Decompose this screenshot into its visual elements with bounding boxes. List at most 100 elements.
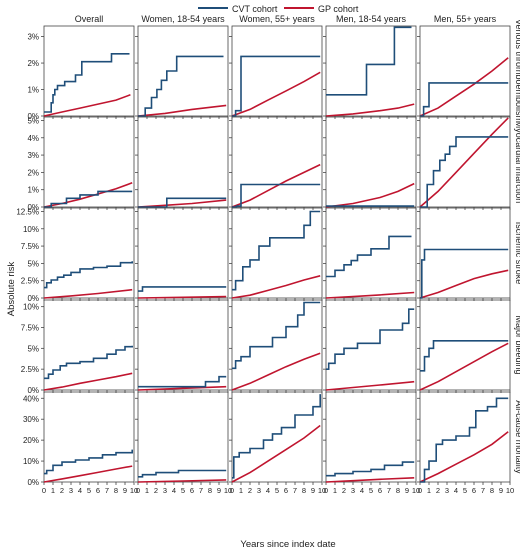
- panel: 0% 1% 2% 3%: [27, 25, 135, 121]
- y-tick-label: 0%: [27, 203, 39, 212]
- row-outcome-label: Major bleeding: [514, 315, 520, 374]
- x-tick-label: 6: [472, 486, 476, 495]
- y-tick-label: 10%: [23, 303, 39, 312]
- x-tick-label: 6: [284, 486, 288, 495]
- column-header: Women, 55+ years: [239, 14, 315, 24]
- cvt-cohort-line: [44, 52, 130, 113]
- y-tick-label: 5%: [27, 344, 39, 353]
- cvt-cohort-line: [44, 345, 133, 380]
- x-tick-label: 10: [318, 486, 326, 495]
- x-tick-label: 6: [96, 486, 100, 495]
- y-tick-label: 0%: [27, 112, 39, 121]
- cvt-cohort-line: [420, 248, 509, 299]
- gp-cohort-line: [325, 291, 415, 299]
- legend-label-gp: GP cohort: [318, 4, 359, 14]
- x-tick-label: 10: [412, 486, 420, 495]
- row-outcome-label: Venous thromboembolism: [514, 19, 520, 123]
- x-tick-label: 9: [217, 486, 221, 495]
- panel-frame: [325, 116, 417, 208]
- y-tick-label: 2.5%: [21, 365, 39, 374]
- x-tick-label: 4: [266, 486, 270, 495]
- panel: [417, 207, 511, 301]
- panel-frame: [325, 391, 417, 483]
- gp-cohort-line: [43, 288, 133, 299]
- cvt-cohort-line: [232, 183, 321, 208]
- x-tick-label: 10: [130, 486, 138, 495]
- cvt-cohort-line: [232, 394, 322, 479]
- panel-frame: [231, 299, 323, 391]
- row-outcome-label: All-cause mortality: [514, 400, 520, 474]
- panel: 0 1 2 3 4 5 6 7 8 9 10: [323, 391, 420, 495]
- cvt-cohort-line: [138, 286, 227, 292]
- panel: [229, 207, 323, 301]
- panel: 0 1 2 3 4 5 6 7 8 9 10: [417, 391, 514, 495]
- panel: 0% 1% 2% 3% 4% 5%: [27, 116, 135, 212]
- panel: [135, 25, 229, 119]
- x-tick-label: 3: [445, 486, 449, 495]
- x-tick-label: 5: [181, 486, 185, 495]
- panel-frame: [419, 25, 511, 117]
- gp-cohort-line: [419, 117, 509, 208]
- x-tick-label: 10: [506, 486, 514, 495]
- panel: [417, 116, 511, 210]
- cvt-cohort-line: [232, 210, 321, 291]
- panel: [229, 116, 323, 210]
- x-tick-label: 9: [499, 486, 503, 495]
- y-tick-label: 7.5%: [21, 242, 39, 251]
- panel: [135, 299, 229, 393]
- panel-frame: [137, 391, 229, 483]
- cvt-cohort-line: [420, 339, 509, 372]
- panel: [229, 25, 323, 119]
- x-tick-label: 7: [481, 486, 485, 495]
- panel: [135, 207, 229, 301]
- x-tick-label: 0: [324, 486, 328, 495]
- y-tick-label: 5%: [27, 259, 39, 268]
- x-tick-label: 0: [136, 486, 140, 495]
- x-tick-label: 1: [333, 486, 337, 495]
- x-tick-label: 3: [69, 486, 73, 495]
- cvt-cohort-line: [138, 375, 227, 388]
- x-tick-label: 8: [208, 486, 212, 495]
- x-tick-label: 9: [123, 486, 127, 495]
- gp-cohort-line: [419, 57, 509, 117]
- row-outcome-label: Ischemic stroke: [514, 222, 520, 285]
- panel-frame: [231, 207, 323, 299]
- x-tick-label: 8: [302, 486, 306, 495]
- y-tick-label: 10%: [23, 225, 39, 234]
- x-tick-label: 1: [427, 486, 431, 495]
- x-tick-label: 1: [239, 486, 243, 495]
- y-tick-label: 20%: [23, 436, 39, 445]
- x-tick-label: 5: [369, 486, 373, 495]
- column-header: Overall: [75, 14, 104, 24]
- x-tick-label: 0: [418, 486, 422, 495]
- gp-cohort-line: [231, 71, 321, 117]
- y-tick-label: 2%: [27, 168, 39, 177]
- x-tick-label: 4: [172, 486, 176, 495]
- gp-cohort-line: [325, 477, 415, 483]
- panel-frame: [43, 207, 135, 299]
- panel: 0 1 2 3 4 5 6 7 8 9 10: [135, 391, 232, 495]
- panel: 0% 2.5% 5% 7.5% 10%: [21, 299, 135, 395]
- x-tick-label: 5: [463, 486, 467, 495]
- panel: [323, 116, 417, 210]
- panel-frame: [137, 299, 229, 391]
- y-tick-label: 10%: [23, 457, 39, 466]
- x-tick-label: 5: [87, 486, 91, 495]
- gp-cohort-line: [419, 431, 509, 483]
- panel-frame: [325, 25, 417, 117]
- gp-cohort-line: [137, 385, 227, 391]
- x-tick-label: 2: [436, 486, 440, 495]
- x-tick-label: 10: [224, 486, 232, 495]
- y-tick-label: 5%: [27, 116, 39, 125]
- panel: 0% 2.5% 5% 7.5% 10% 12.5%: [16, 207, 135, 303]
- gp-cohort-line: [43, 94, 131, 117]
- y-tick-label: 0%: [27, 386, 39, 395]
- gp-cohort-line: [325, 380, 415, 391]
- gp-cohort-line: [137, 104, 227, 117]
- x-axis-label: Years since index date: [240, 539, 335, 550]
- cvt-cohort-line: [138, 469, 227, 478]
- panel-frame: [137, 116, 229, 208]
- panel-grid: Venous thromboembolism 0% 1% 2% 3% Myocardial…: [16, 19, 520, 495]
- y-tick-label: 0%: [27, 294, 39, 303]
